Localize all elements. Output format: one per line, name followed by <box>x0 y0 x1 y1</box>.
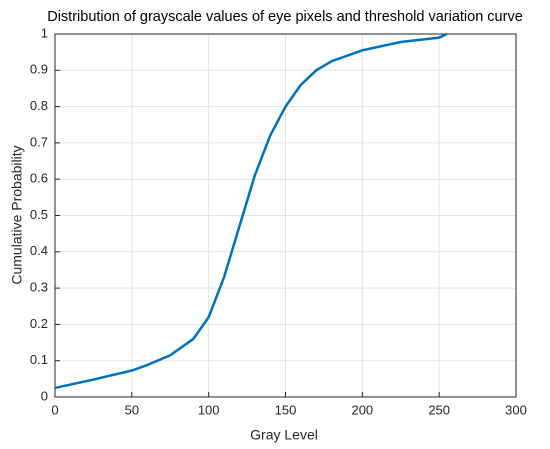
x-tick-label: 200 <box>351 402 373 417</box>
y-tick-label: 0.6 <box>30 171 48 186</box>
y-tick-label: 0.3 <box>30 280 48 295</box>
x-axis-label: Gray Level <box>250 427 318 443</box>
data-line <box>54 32 448 390</box>
x-tick-label: 150 <box>275 402 297 417</box>
y-tick-label: 0.8 <box>30 98 48 113</box>
x-tick-label: 300 <box>505 402 527 417</box>
y-tick-label: 0.1 <box>30 352 48 367</box>
y-tick-label: 0.4 <box>30 243 48 258</box>
y-axis-label: Cumulative Probability <box>9 145 25 284</box>
y-tick-label: 0.7 <box>30 134 48 149</box>
y-tick-label: 0 <box>41 388 48 403</box>
x-tick-label: 100 <box>198 402 220 417</box>
x-tick-label: 250 <box>428 402 450 417</box>
y-tick-label: 0.9 <box>30 62 48 77</box>
plot-frame <box>54 33 517 398</box>
y-tick-label: 0.5 <box>30 207 48 222</box>
x-tick-label: 50 <box>125 402 139 417</box>
x-tick-label: 0 <box>51 402 58 417</box>
chart-title: Distribution of grayscale values of eye … <box>47 9 523 25</box>
y-tick-label: 0.2 <box>30 316 48 331</box>
y-tick-label: 1 <box>41 25 48 40</box>
